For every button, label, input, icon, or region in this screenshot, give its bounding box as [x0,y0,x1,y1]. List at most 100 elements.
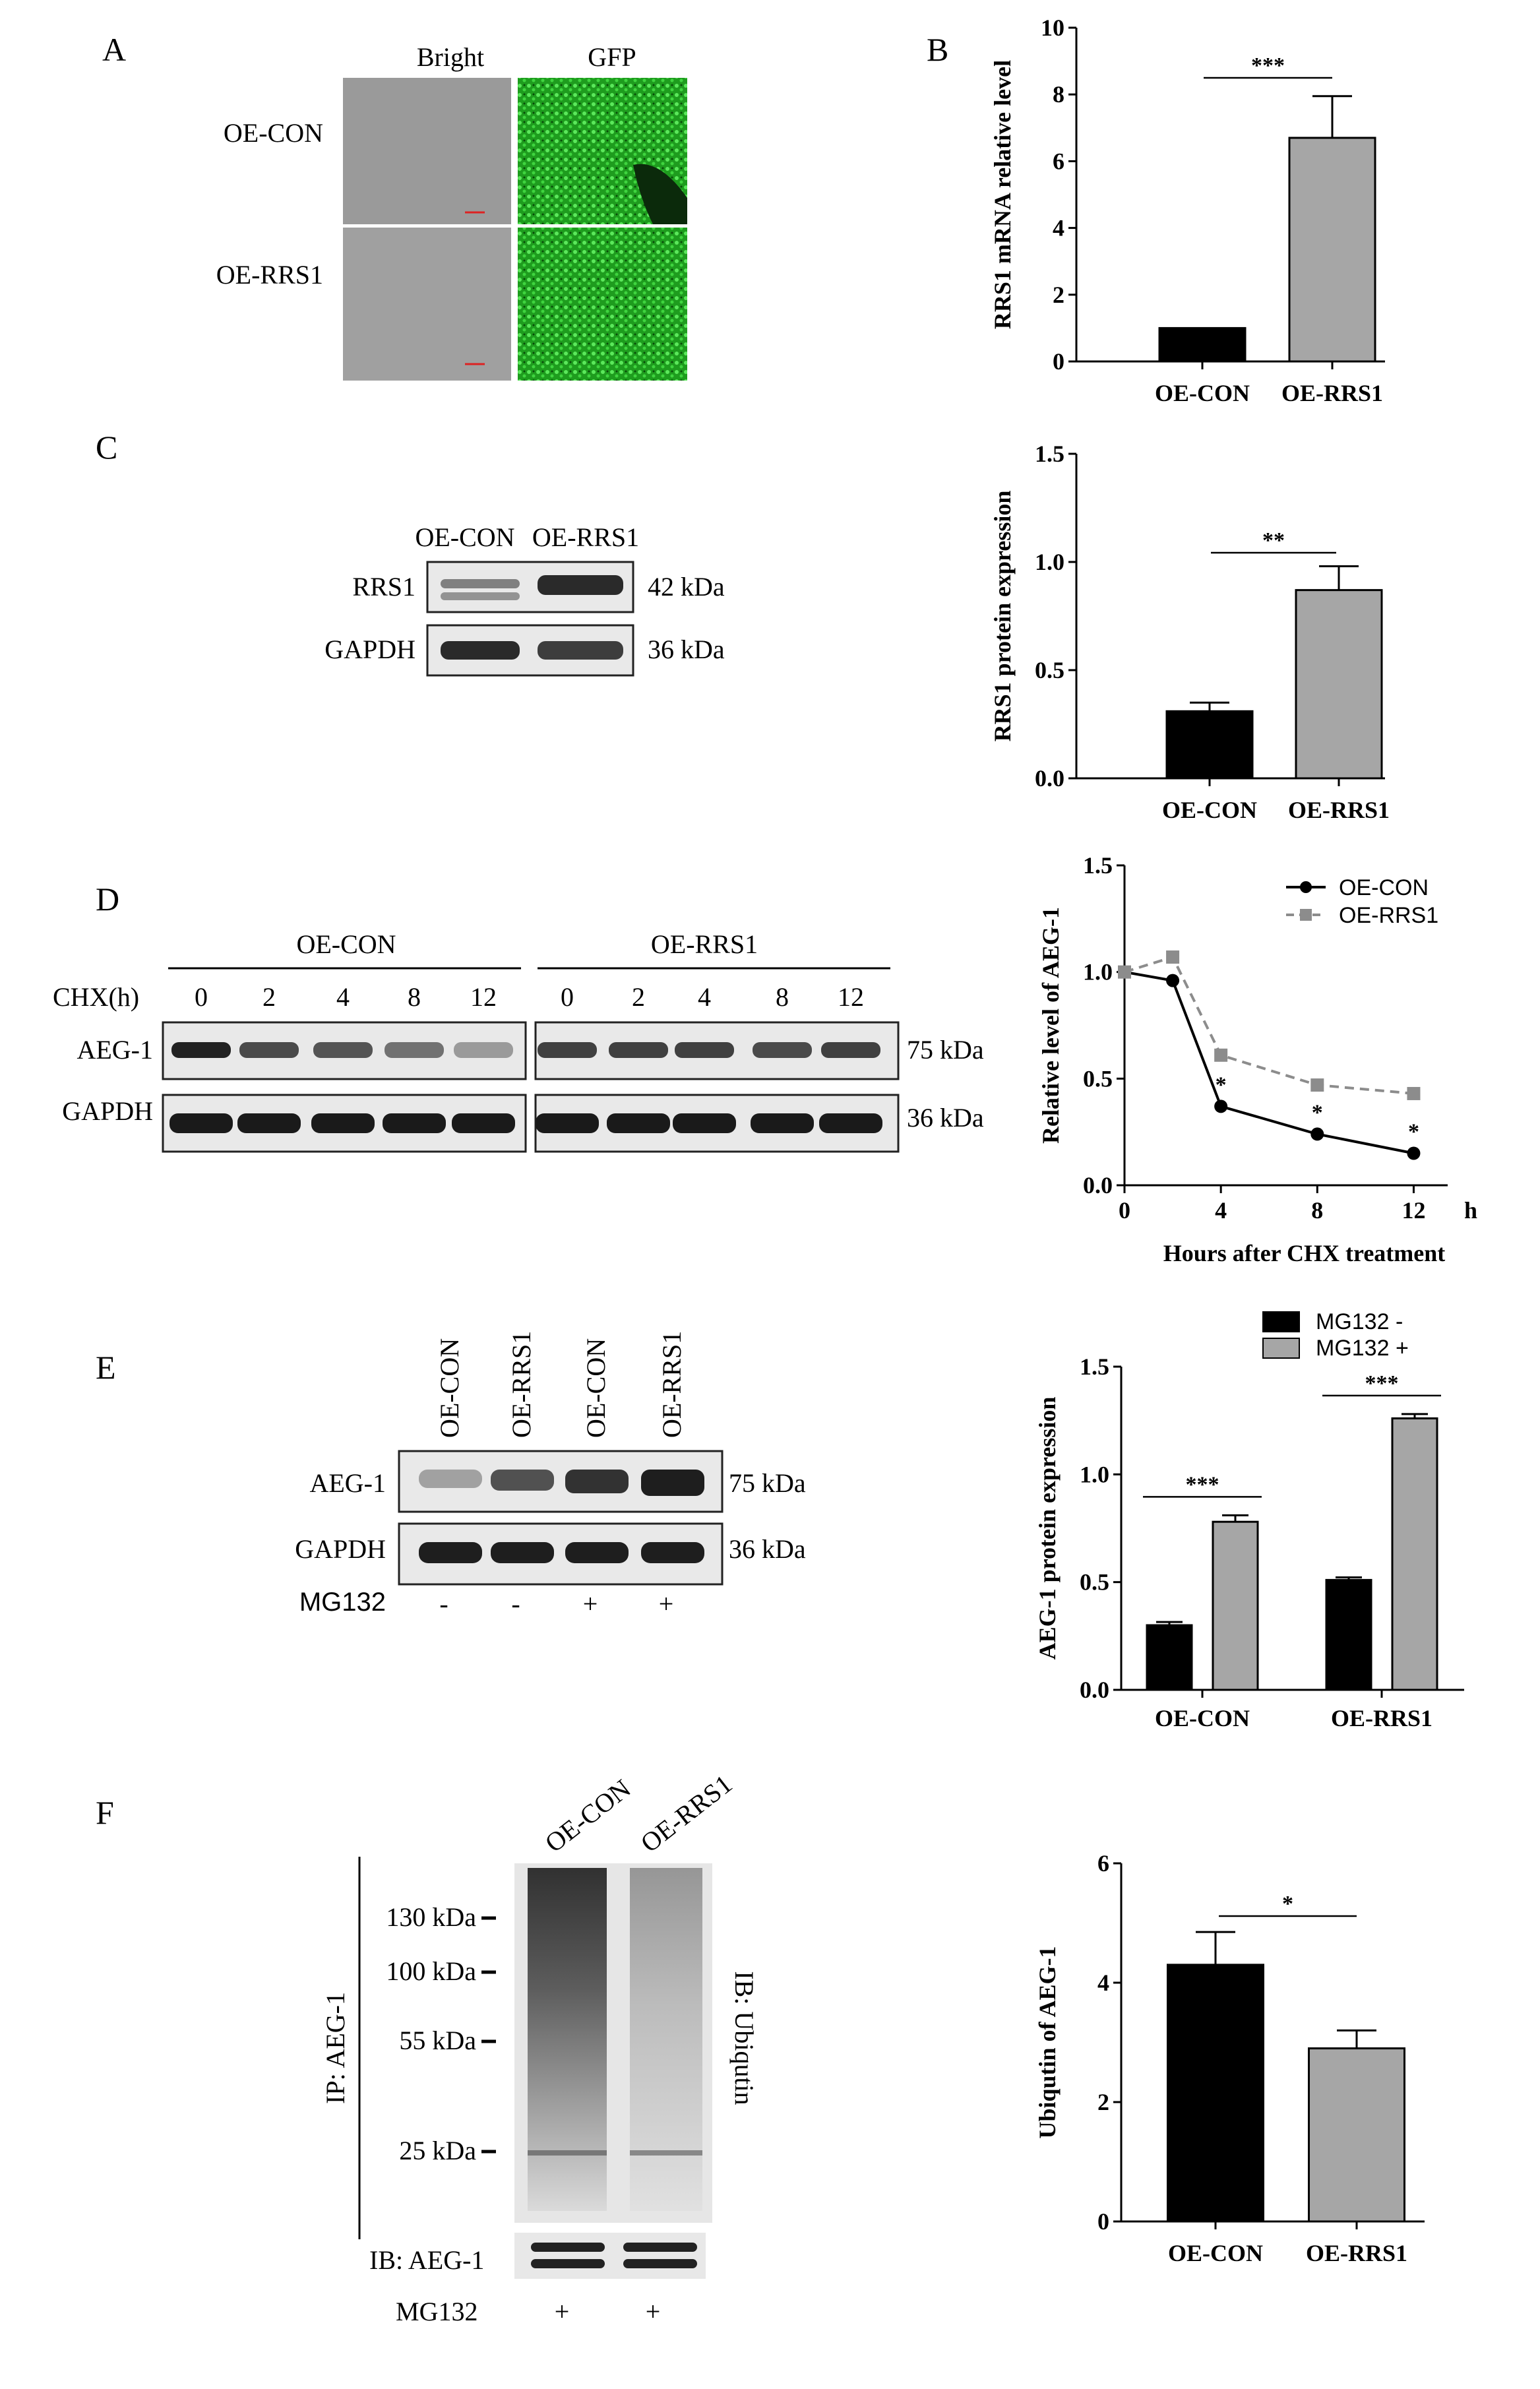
panel-d: D OE-CON OE-RRS1 CHX(h) 0 2 4 8 12 0 2 4 8 12 AEG… [53,881,984,1153]
y-tick-label: 1.0 [1035,549,1064,575]
blot-bands [419,1470,704,1563]
bar [1146,1624,1193,1691]
y-tick-label: 1.0 [1083,959,1113,985]
mg132-signs: + + [555,2297,661,2326]
data-point [1118,965,1131,979]
band [623,2243,697,2252]
row-label-oe-con: OE-CON [224,118,323,148]
data-point [1214,1048,1228,1062]
band [531,2259,605,2268]
significance-label: *** [1251,53,1285,78]
y-tick-label: 0.5 [1080,1569,1109,1596]
row-label-aeg1: AEG-1 [309,1468,386,1498]
bar [1308,2047,1405,2223]
lane-label: OE-RRS1 [635,1769,738,1858]
smear-oe-rrs1 [630,1868,702,2211]
row-label-oe-rrs1: OE-RRS1 [216,260,323,290]
mg132-label: MG132 [396,2297,477,2326]
band [538,1042,597,1058]
bar [1165,710,1254,780]
group-label: OE-CON [296,929,396,959]
band [531,2243,605,2252]
legend-label: OE-CON [1339,875,1429,900]
band [821,1042,880,1058]
y-tick-label: 4 [1097,1970,1109,1996]
y-tick-label: 0.5 [1035,657,1064,683]
blot-bands [169,1042,882,1133]
legend-marker [1300,909,1312,921]
band [753,1042,812,1058]
y-tick-label: 1.0 [1080,1461,1109,1487]
size-marker-label: 130 kDa [386,1902,476,1932]
lane-label: OE-CON [539,1774,636,1858]
band [383,1113,446,1133]
band [528,2150,607,2156]
mg132-label: MG132 [299,1588,386,1617]
y-tick-label: 6 [1097,1850,1109,1877]
bar [1325,1578,1372,1691]
mg132-sign: + [659,1589,674,1619]
row-label-gapdh: GAPDH [324,635,416,664]
significance-label: * [1216,1072,1227,1097]
lane-label: OE-CON [415,522,514,552]
size-markers: 130 kDa 100 kDa 55 kDa 25 kDa [386,1902,496,2165]
band [311,1113,375,1133]
y-tick-label: 0 [1097,2208,1109,2235]
col-label-gfp: GFP [588,42,636,72]
panel-letter-d: D [96,881,119,917]
timepoint-label: 4 [698,982,711,1012]
timepoint-label: 8 [776,982,789,1012]
bar [1391,1417,1438,1691]
legend-swatch [1262,1311,1300,1332]
band [419,1470,482,1488]
band [675,1042,734,1058]
timepoint-label: 2 [632,982,645,1012]
chart-b: B 0 2 4 6 8 10 RRS1 mRNA relative level OE-CON O… [927,15,1385,406]
band [441,579,520,588]
band [607,1113,670,1133]
kda-label: 36 kDa [648,635,725,664]
mg132-sign: + [583,1589,598,1619]
legend-label: OE-RRS1 [1339,903,1438,928]
x-tick-label: OE-CON [1162,797,1257,823]
data-point [1166,974,1180,987]
y-tick-label: 1.5 [1035,441,1064,467]
chart-f: 0 2 4 6 Ubiqutin of AEG-1 OE-CON OE-RRS1 * [1034,1850,1425,2266]
band [313,1042,373,1058]
x-tick-label: 12 [1401,1197,1425,1224]
lane-labels: OE-CON OE-RRS1 OE-CON OE-RRS1 [435,1331,687,1438]
size-marker-label: 25 kDa [399,2136,476,2165]
y-axis-label: Relative level of AEG-1 [1037,907,1064,1144]
significance-label: * [1312,1100,1323,1125]
y-tick-label: 0.0 [1080,1677,1109,1703]
band [239,1042,299,1058]
y-axis-label: RRS1 mRNA relative level [989,60,1016,329]
band [538,641,623,660]
gfp-dark-region [633,164,687,224]
x-tick-label: OE-CON [1155,1705,1250,1731]
y-tick-label: 1.5 [1083,852,1113,879]
band [441,641,520,660]
col-label-bright: Bright [417,42,484,72]
bright-image-oe-con [343,78,511,224]
x-tick-label: OE-RRS1 [1306,2240,1407,2266]
x-unit-label: h [1464,1197,1477,1224]
y-tick-label: 0.0 [1035,765,1064,791]
timepoint-label: 8 [408,982,421,1012]
mg132-sign: - [439,1589,448,1619]
mg132-signs: - - + + [439,1589,673,1619]
band [491,1470,554,1491]
smear-oe-con [528,1868,607,2211]
legend-marker [1300,881,1312,893]
y-tick-label: 1.5 [1080,1353,1109,1380]
x-tick-label: OE-CON [1155,380,1250,406]
band [454,1042,513,1058]
panel-letter-e: E [96,1349,116,1386]
row-label-gapdh: GAPDH [295,1534,386,1564]
timepoint-label: 0 [561,982,574,1012]
y-tick-label: 0.0 [1083,1172,1113,1198]
band [609,1042,668,1058]
y-tick-label: 2 [1097,2089,1109,2115]
ib2-label: IB: AEG-1 [369,2245,484,2275]
